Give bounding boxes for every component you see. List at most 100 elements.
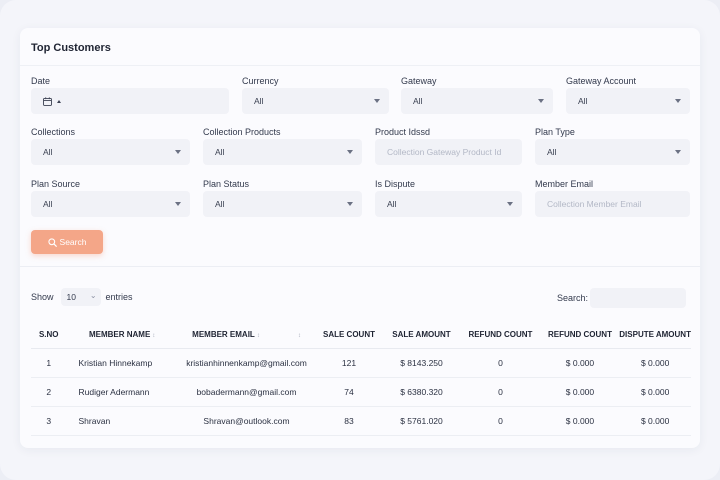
- plan-status-select[interactable]: All: [203, 191, 362, 217]
- chevron-down-icon: [675, 99, 681, 103]
- chevron-down-icon: [507, 202, 513, 206]
- table-row: 3 Shravan Shravan@outlook.com 83 $ 5761.…: [31, 406, 691, 436]
- cell-sale-amount: $ 8143.250: [382, 348, 461, 378]
- table-search-label: Search:: [557, 293, 589, 303]
- cell-member-name: Rudiger Adermann: [66, 377, 178, 407]
- cell-sno: 3: [31, 406, 67, 436]
- table-header-row: S.NO MEMBER NAME ↕ MEMBER EMAIL ↕ ↕ SALE CO…: [31, 322, 691, 349]
- section-divider: [20, 266, 700, 267]
- cell-refund-amount: $ 0.000: [540, 406, 620, 436]
- member-email-placeholder: Collection Member Email: [547, 199, 642, 209]
- is-dispute-label: Is Dispute: [375, 179, 416, 189]
- cell-member-name: Shravan: [66, 406, 178, 436]
- table-row: 2 Rudiger Adermann bobadermann@gmail.com…: [31, 377, 691, 407]
- gateway-account-value: All: [578, 96, 588, 106]
- sort-icon: ↕: [256, 333, 260, 340]
- chevron-down-icon: [374, 99, 380, 103]
- gateway-label: Gateway: [401, 76, 437, 86]
- col-sale-amount[interactable]: SALE AMOUNT: [382, 322, 461, 349]
- currency-select[interactable]: All: [242, 88, 389, 114]
- cell-member-email: kristianhinnenkamp@gmail.com: [177, 348, 316, 378]
- col-sale-count[interactable]: SALE COUNT: [315, 322, 383, 349]
- product-idssd-placeholder: Collection Gateway Product Id: [387, 147, 502, 157]
- currency-value: All: [254, 96, 264, 106]
- chevron-down-icon: ⌄: [89, 291, 97, 300]
- top-customers-card: Top Customers Date Currency All Gateway …: [20, 28, 700, 448]
- cell-refund-amount: $ 0.000: [540, 377, 620, 407]
- cell-dispute-amount: $ 0.000: [619, 348, 691, 378]
- date-sort-icon: [57, 99, 61, 103]
- show-label: Show: [31, 292, 54, 302]
- customers-table: S.NO MEMBER NAME ↕ MEMBER EMAIL ↕ ↕ SALE CO…: [31, 322, 691, 436]
- currency-label: Currency: [242, 76, 279, 86]
- table-row: 1 Kristian Hinnekamp kristianhinnenkamp@…: [31, 348, 691, 378]
- cell-sno: 1: [31, 348, 67, 378]
- search-icon: [47, 237, 57, 247]
- entries-label: entries: [105, 292, 133, 302]
- chevron-down-icon: [675, 150, 681, 154]
- plan-source-label: Plan Source: [31, 179, 81, 189]
- plan-source-value: All: [43, 199, 53, 209]
- chevron-down-icon: [175, 202, 181, 206]
- collection-products-value: All: [215, 147, 225, 157]
- is-dispute-value: All: [387, 199, 397, 209]
- chevron-down-icon: [347, 150, 353, 154]
- gateway-value: All: [413, 96, 423, 106]
- col-sno[interactable]: S.NO: [31, 322, 67, 349]
- cell-member-email: bobadermann@gmail.com: [177, 377, 316, 407]
- title-divider: [20, 65, 700, 66]
- search-button[interactable]: Search: [31, 230, 103, 254]
- chevron-down-icon: [347, 202, 353, 206]
- chevron-down-icon: [175, 150, 181, 154]
- cell-sale-amount: $ 5761.020: [382, 406, 461, 436]
- table-search: Search:: [557, 288, 687, 308]
- cell-member-name: Kristian Hinnekamp: [66, 348, 178, 378]
- cell-member-email: Shravan@outlook.com: [177, 406, 316, 436]
- member-email-input[interactable]: Collection Member Email: [535, 191, 690, 217]
- cell-sno: 2: [31, 377, 67, 407]
- search-button-label: Search: [59, 237, 87, 247]
- cell-refund-amount: $ 0.000: [540, 348, 620, 378]
- date-label: Date: [31, 76, 51, 86]
- cell-sale-count: 83: [315, 406, 383, 436]
- cell-dispute-amount: $ 0.000: [619, 377, 691, 407]
- col-member-email[interactable]: MEMBER EMAIL ↕ ↕: [177, 322, 316, 349]
- col-refund-count-2[interactable]: REFUND COUNT: [540, 322, 620, 349]
- collection-products-select[interactable]: All: [203, 139, 362, 165]
- plan-status-value: All: [215, 199, 225, 209]
- product-idssd-label: Product Idssd: [375, 127, 431, 137]
- cell-sale-count: 121: [315, 348, 383, 378]
- cell-refund-count: 0: [460, 377, 541, 407]
- collections-value: All: [43, 147, 53, 157]
- collections-label: Collections: [31, 127, 76, 137]
- plan-source-select[interactable]: All: [31, 191, 190, 217]
- card-title: Top Customers: [31, 42, 111, 54]
- plan-type-label: Plan Type: [535, 127, 575, 137]
- entries-value: 10: [66, 292, 76, 302]
- date-picker[interactable]: [31, 88, 229, 114]
- plan-type-value: All: [547, 147, 557, 157]
- table-search-input[interactable]: [590, 288, 687, 308]
- cell-sale-amount: $ 6380.320: [382, 377, 461, 407]
- col-refund-count[interactable]: REFUND COUNT: [460, 322, 541, 349]
- is-dispute-select[interactable]: All: [375, 191, 522, 217]
- plan-type-select[interactable]: All: [535, 139, 690, 165]
- collections-select[interactable]: All: [31, 139, 190, 165]
- product-idssd-input[interactable]: Collection Gateway Product Id: [375, 139, 522, 165]
- gateway-account-label: Gateway Account: [566, 76, 637, 86]
- chevron-down-icon: [538, 99, 544, 103]
- plan-status-label: Plan Status: [203, 179, 250, 189]
- cell-sale-count: 74: [315, 377, 383, 407]
- sort-icon: ↕: [297, 333, 301, 340]
- collection-products-label: Collection Products: [203, 127, 281, 137]
- gateway-account-select[interactable]: All: [566, 88, 690, 114]
- col-member-name[interactable]: MEMBER NAME ↕: [66, 322, 178, 349]
- col-dispute-amount[interactable]: DISPUTE AMOUNT: [619, 322, 691, 349]
- calendar-icon: [43, 96, 52, 106]
- gateway-select[interactable]: All: [401, 88, 553, 114]
- sort-icon: ↕: [152, 333, 156, 340]
- show-entries-control: Show 10 ⌄ entries: [31, 288, 133, 306]
- cell-refund-count: 0: [460, 348, 541, 378]
- member-email-label: Member Email: [535, 179, 594, 189]
- entries-select[interactable]: 10 ⌄: [60, 288, 101, 306]
